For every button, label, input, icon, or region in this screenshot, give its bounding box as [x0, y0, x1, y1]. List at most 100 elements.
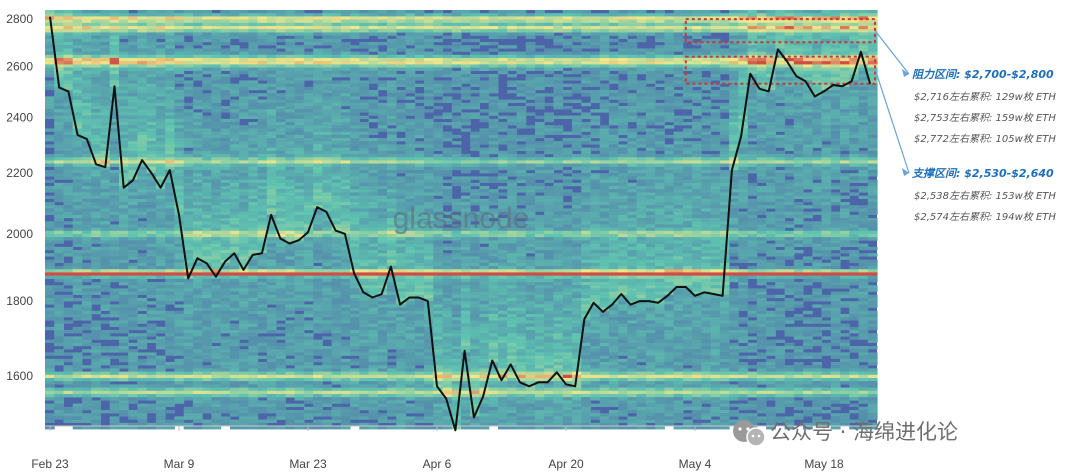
heat-cell: [239, 221, 249, 225]
heat-cell: [202, 131, 212, 135]
heat-cell: [285, 128, 296, 132]
heat-cell: [165, 125, 175, 129]
heat-cell: [350, 416, 360, 420]
heat-cell: [331, 266, 342, 270]
heat-cell: [322, 259, 333, 263]
heat-cell: [137, 22, 148, 27]
heat-cell: [322, 419, 333, 423]
heat-cell: [192, 294, 203, 299]
heat-cell: [248, 221, 259, 225]
heat-cell: [119, 221, 129, 225]
heat-cell: [82, 150, 92, 155]
heat-cell: [229, 374, 240, 379]
heat-cell: [137, 298, 148, 302]
heat-cell: [359, 416, 370, 420]
heat-cell: [82, 301, 92, 305]
heat-cell: [294, 326, 305, 331]
heat-cell: [45, 269, 55, 273]
heat-cell: [266, 42, 277, 46]
heat-cell: [294, 253, 305, 257]
heat-cell: [174, 58, 185, 62]
heat-cell: [322, 256, 333, 260]
heat-cell: [239, 250, 249, 254]
heat-cell: [100, 304, 111, 308]
heat-cell: [313, 253, 323, 257]
heat-cell: [414, 208, 425, 212]
heat-cell: [266, 227, 277, 231]
heat-cell: [313, 198, 323, 203]
heat-cell: [331, 230, 342, 235]
heat-cell: [414, 243, 425, 247]
heat-cell: [109, 371, 120, 375]
heat-cell: [387, 157, 397, 161]
heat-cell: [192, 381, 203, 385]
heat-cell: [405, 326, 416, 331]
heat-cell: [45, 22, 55, 27]
heat-cell: [100, 131, 111, 135]
heat-cell: [220, 163, 231, 167]
heat-cell: [303, 29, 314, 33]
heat-cell: [146, 285, 157, 289]
heat-cell: [54, 144, 64, 148]
heat-cell: [202, 394, 212, 398]
heat-cell: [239, 330, 249, 334]
heat-cell: [72, 138, 83, 142]
heat-cell: [239, 253, 249, 257]
heat-cell: [146, 157, 157, 161]
heat-cell: [294, 259, 305, 263]
heat-cell: [377, 371, 388, 375]
heat-cell: [331, 259, 342, 263]
heat-cell: [229, 32, 240, 36]
heat-cell: [239, 58, 249, 62]
heat-cell: [322, 48, 333, 52]
heat-cell: [192, 86, 203, 91]
heat-cell: [54, 211, 64, 215]
heat-cell: [266, 67, 277, 71]
heat-cell: [202, 381, 212, 385]
heat-cell: [211, 48, 222, 52]
heat-cell: [303, 365, 314, 369]
heat-cell: [128, 317, 138, 321]
heat-cell: [266, 122, 277, 126]
heat-cell: [119, 102, 129, 107]
heat-cell: [91, 310, 101, 315]
heat-cell: [239, 387, 249, 391]
heat-cell: [109, 387, 120, 391]
heat-cell: [119, 330, 129, 334]
heat-cell: [285, 214, 296, 219]
heat-cell: [276, 86, 286, 91]
heat-cell: [137, 93, 148, 97]
heat-cell: [63, 358, 74, 363]
heat-cell: [137, 256, 148, 260]
heat-cell: [331, 90, 342, 94]
heat-cell: [359, 240, 370, 244]
heat-cell: [137, 26, 148, 30]
heat-cell: [313, 182, 323, 187]
heat-cell: [165, 99, 175, 103]
heat-cell: [109, 365, 120, 369]
heat-cell: [396, 282, 407, 286]
heat-cell: [54, 138, 64, 142]
heat-cell: [387, 250, 397, 254]
heat-cell: [303, 205, 314, 209]
heat-cell: [109, 176, 120, 180]
heat-cell: [229, 141, 240, 145]
heat-cell: [165, 93, 175, 97]
heat-cell: [350, 35, 360, 39]
heat-cell: [368, 410, 379, 414]
heat-cell: [377, 243, 388, 247]
heat-cell: [82, 198, 92, 203]
heat-cell: [63, 173, 74, 177]
heat-cell: [63, 234, 74, 238]
heat-cell: [45, 374, 55, 379]
heat-cell: [91, 179, 101, 183]
heat-cell: [294, 246, 305, 251]
heat-cell: [239, 240, 249, 244]
heat-cell: [387, 141, 397, 145]
heat-cell: [340, 195, 351, 199]
heat-cell: [220, 272, 231, 276]
heat-cell: [294, 342, 305, 347]
heat-cell: [109, 160, 120, 164]
heat-cell: [155, 10, 166, 14]
heat-cell: [285, 266, 296, 270]
